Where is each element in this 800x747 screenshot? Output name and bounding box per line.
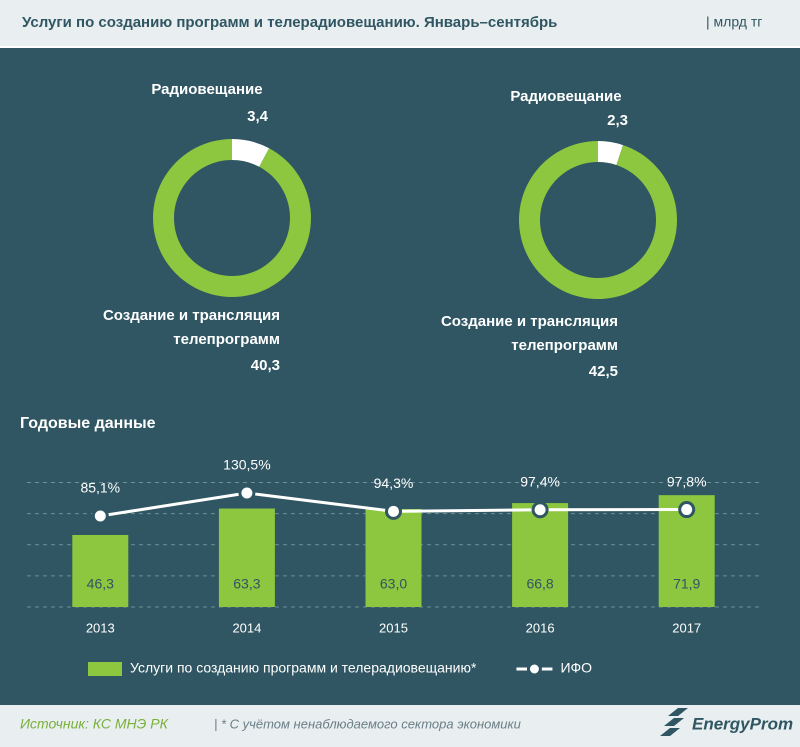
x-tick-label: 2017 [672, 620, 701, 635]
section-title: Годовые данные [20, 415, 156, 432]
pie-slice [232, 139, 270, 167]
pie-label: Создание и трансляция телепрограмм [440, 313, 618, 354]
x-tick-label: 2013 [86, 620, 115, 635]
pie-center-label: 2018 [215, 209, 248, 226]
value-label: 94,3% [374, 475, 414, 491]
value-label: 63,3 [233, 576, 260, 592]
legend-label: Услуги по созданию программ и телерадиов… [130, 660, 477, 676]
header [0, 0, 800, 48]
note: | * С учётом ненаблюдаемого сектора экон… [214, 716, 521, 731]
line-marker [531, 501, 549, 519]
pie-label: Создание и трансляция телепрограмм [102, 307, 280, 348]
pie-center-label: 2017 [581, 211, 614, 228]
x-tick-label: 2015 [379, 620, 408, 635]
pie-value-label: 3,4 [247, 108, 269, 125]
value-label: 63,0 [380, 576, 407, 592]
value-label: 130,5% [223, 457, 270, 473]
line-marker [385, 502, 402, 520]
value-label: 97,4% [520, 473, 560, 489]
legend-marker [526, 661, 542, 677]
value-label: 85,1% [80, 480, 120, 496]
legend-label: ИФО [560, 660, 592, 676]
pie-value-label: 42,5 [589, 363, 618, 380]
pie-label: Радиовещание [510, 88, 621, 105]
pie-value-label: 2,3 [607, 112, 628, 129]
line-marker [238, 484, 256, 502]
source: Источник: КС МНЭ РК [20, 716, 169, 732]
value-label: 66,8 [526, 576, 553, 592]
pie-slice [598, 141, 624, 165]
value-label: 97,8% [667, 473, 707, 489]
logo: EnergyProm [692, 714, 793, 733]
unit: | млрд тг [706, 14, 762, 30]
line-marker [678, 501, 696, 519]
title: Услуги по созданию программ и телерадиов… [22, 14, 557, 31]
pie-label: Радиовещание [151, 81, 262, 98]
value-label: 46,3 [87, 576, 114, 592]
bar [365, 509, 422, 607]
bar [72, 534, 129, 607]
logo-icon [660, 708, 688, 736]
x-tick-label: 2014 [232, 620, 261, 635]
legend-swatch [88, 662, 122, 676]
line-marker [91, 507, 109, 525]
x-tick-label: 2016 [526, 620, 555, 635]
value-label: 71,9 [673, 576, 700, 592]
bar [218, 508, 275, 607]
bar [512, 503, 569, 607]
pie-value-label: 40,3 [251, 357, 280, 374]
